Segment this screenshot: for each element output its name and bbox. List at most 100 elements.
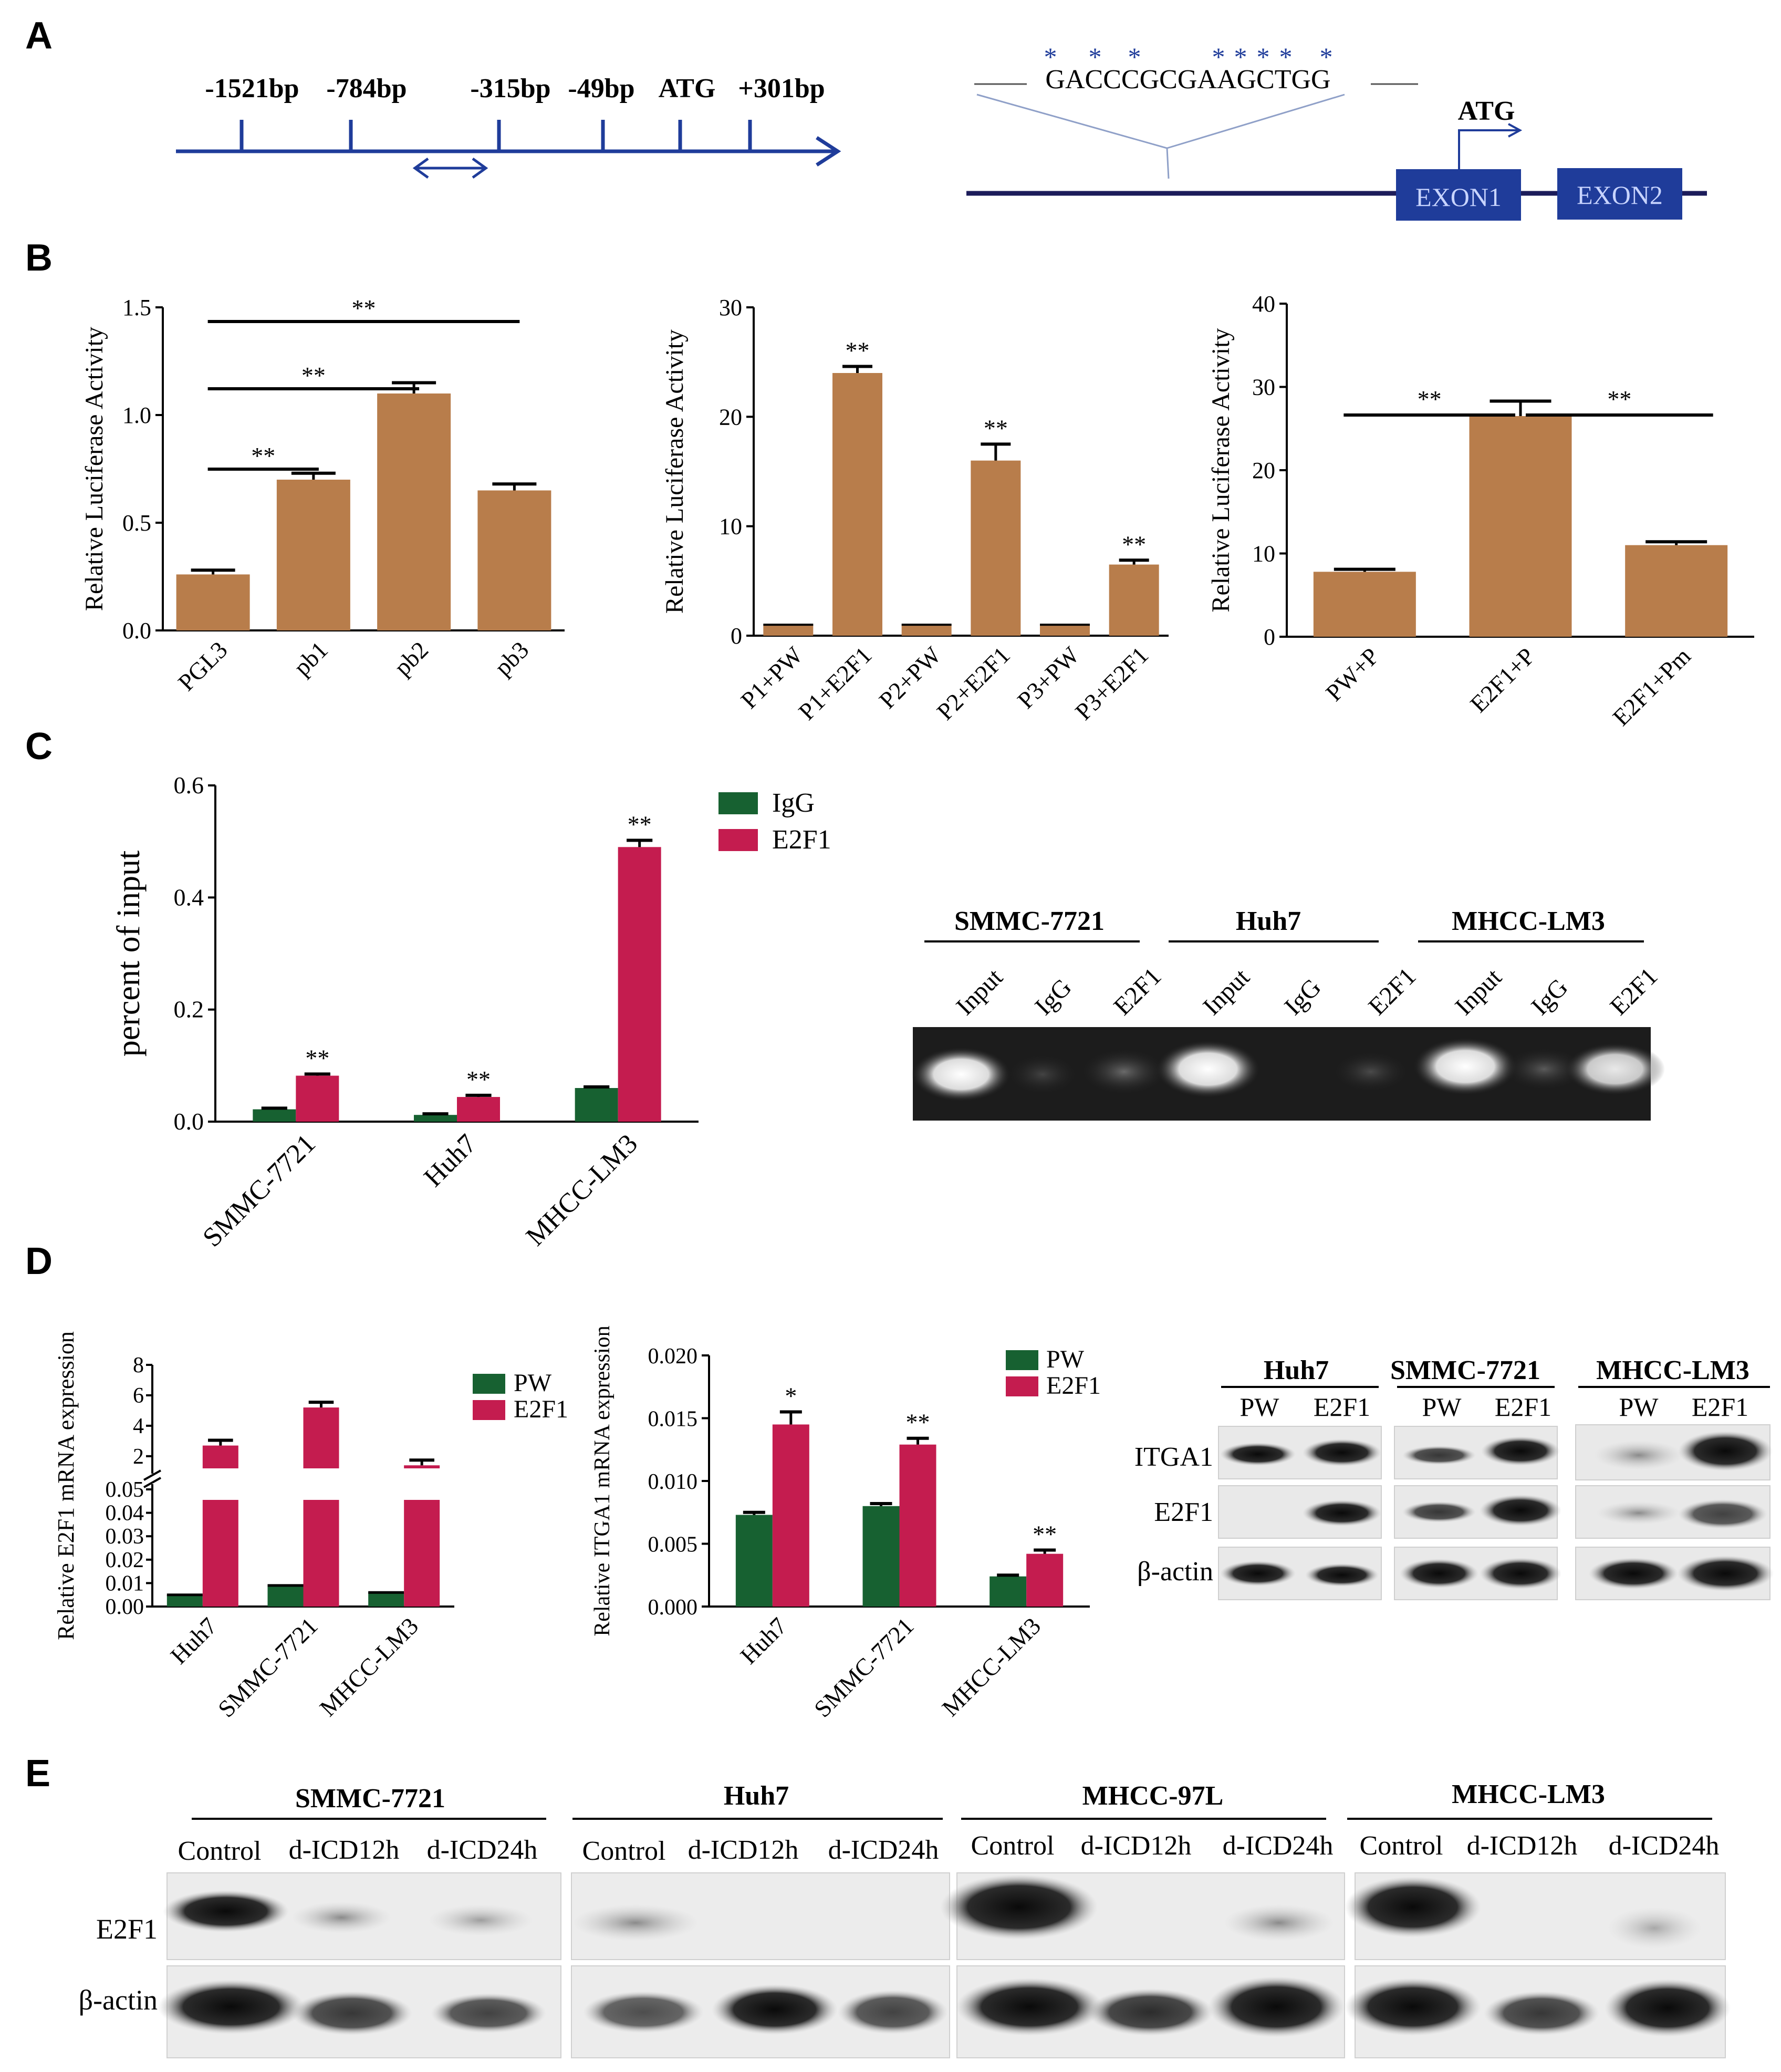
blot-d-group-smmc: SMMC-7721 (1390, 1355, 1540, 1385)
gel-band (1502, 1047, 1586, 1091)
legend-label-e2f1: E2F1 (772, 825, 831, 855)
significance-marker: * (785, 1383, 797, 1410)
y-tick-label: 0.5 (122, 510, 151, 536)
y-tick-label: 10 (719, 514, 742, 540)
blot-e-lane-24h-4: d-ICD24h (1609, 1831, 1720, 1861)
blot-e-row-actin: β-actin (79, 1984, 158, 2016)
bar-e2f1-upper (202, 1445, 238, 1468)
blot-e-lane-24h-1: d-ICD24h (427, 1835, 538, 1865)
x-tick-label: MHCC-LM3 (314, 1612, 423, 1722)
blot-e-lane-control-4: Control (1360, 1831, 1443, 1861)
x-tick-label: Huh7 (165, 1612, 222, 1669)
y-tick-label: 1.5 (122, 295, 151, 320)
legend-label-igg: IgG (772, 788, 815, 818)
y-tick-label: 10 (1252, 541, 1275, 567)
svg-text:*: * (1212, 42, 1225, 71)
y-tick-label: 0.010 (648, 1470, 698, 1494)
position-label-1521: -1521bp (205, 74, 299, 103)
blot-d-lane-e2f1-3: E2F1 (1692, 1392, 1748, 1422)
gel-lane-labels: Input IgG E2F1 Input IgG E2F1 Input IgG … (951, 962, 1663, 1021)
bar (477, 490, 551, 630)
x-tick-label: Huh7 (418, 1128, 482, 1193)
exon2-label: EXON2 (1577, 180, 1663, 210)
promoter-ticks (239, 120, 752, 151)
gel-band (1565, 1043, 1665, 1095)
bar (1026, 1553, 1064, 1607)
blot-e-row-e2f1: E2F1 (96, 1913, 158, 1945)
y-tick-label: 6 (133, 1384, 144, 1408)
chip-gel: SMMC-7721 Huh7 MHCC-LM3 Input IgG E2F1 I… (911, 906, 1665, 1121)
binding-sequence: GACCCGCGAAGCTGG (1045, 65, 1330, 95)
chart-d2-itga1-mrna: 0.000 0.005 0.010 0.015 0.020 Relative ITGA1 … (590, 1325, 1101, 1722)
panel-e-western-blot: SMMC-7721 Huh7 MHCC-97L MHCC-LM3 Control… (79, 1779, 1731, 2058)
y-axis-label: Relative ITGA1 mRNA expression (590, 1325, 615, 1636)
y-tick-label: 30 (1252, 375, 1275, 400)
y-axis-label: Relative Luciferase Activity (661, 329, 689, 614)
blot-d-lane-pw-1: PW (1240, 1392, 1280, 1422)
blot-d-lane-e2f1-2: E2F1 (1495, 1392, 1551, 1422)
legend-label-pw: PW (1046, 1345, 1085, 1373)
legend-label-e2f1: E2F1 (514, 1395, 568, 1423)
gel-band (1155, 1040, 1261, 1098)
blot-e-lane-12h-2: d-ICD12h (688, 1835, 799, 1865)
legend-swatch-pw (1006, 1350, 1038, 1370)
y-tick-label: 0.2 (174, 996, 204, 1023)
blot-e-lane-12h-4: d-ICD12h (1467, 1831, 1578, 1861)
legend-swatch-e2f1 (718, 829, 758, 851)
y-tick-label: 0.03 (106, 1525, 144, 1549)
bar (176, 574, 250, 630)
bar-e2f1-lower (404, 1500, 440, 1607)
svg-text:*: * (1128, 42, 1141, 71)
bar (1469, 416, 1572, 637)
bar (1040, 625, 1090, 636)
blot-e-group-97l: MHCC-97L (1082, 1781, 1224, 1811)
exon2-box (1557, 168, 1682, 220)
gel-band (1079, 1048, 1169, 1095)
y-tick-label: 0.05 (106, 1478, 144, 1502)
y-axis-label: Relative Luciferase Activity (80, 327, 108, 611)
svg-text:*: * (1044, 42, 1057, 71)
blot-e-lane-control-3: Control (971, 1831, 1055, 1861)
position-label-301: +301bp (738, 74, 825, 103)
gel-lane-input-1: Input (951, 963, 1008, 1021)
y-tick-label: 0.00 (106, 1595, 144, 1619)
bar (862, 1506, 900, 1607)
binding-region-arrow (412, 157, 488, 179)
bar-e2f1-upper (303, 1407, 339, 1468)
gel-band (1331, 1051, 1410, 1093)
bar (763, 625, 814, 636)
atg-label: ATG (1458, 96, 1515, 126)
gel-lane-igg-2: IgG (1279, 973, 1326, 1021)
chart-c-chip-qpcr: 0.0 0.2 0.4 0.6 percent of input SMMC-7721 Huh… (111, 772, 831, 1253)
chart-b1-luciferase-deletion: 0.0 0.5 1.0 1.5 Relative Luciferase Activity… (80, 295, 565, 696)
x-tick-label: pb1 (288, 636, 333, 681)
gel-lane-e2f1-2: E2F1 (1363, 962, 1421, 1021)
gel-lane-e2f1-1: E2F1 (1108, 962, 1166, 1021)
gel-group-lm3: MHCC-LM3 (1452, 906, 1605, 936)
blot-e-lane-control-2: Control (582, 1836, 666, 1866)
y-tick-label: 0.02 (106, 1548, 144, 1572)
exon1-label: EXON1 (1415, 182, 1502, 212)
y-tick-label: 20 (1252, 458, 1275, 483)
y-tick-label: 0.0 (174, 1108, 204, 1135)
y-axis-label: percent of input (111, 851, 147, 1057)
significance-marker: ** (846, 337, 870, 364)
panel-label-d: D (25, 1240, 53, 1282)
blot-d-row-e2f1: E2F1 (1154, 1497, 1213, 1527)
bar-e2f1-upper (404, 1465, 440, 1468)
svg-text:*: * (1279, 42, 1293, 71)
y-tick-label: 40 (1252, 291, 1275, 317)
significance-marker: ** (1033, 1520, 1057, 1547)
bar-pw (166, 1594, 203, 1607)
svg-text:*: * (1234, 42, 1247, 71)
x-tick-label: SMMC-7721 (197, 1128, 321, 1252)
bar (1625, 545, 1728, 637)
gel-lane-igg-3: IgG (1526, 973, 1573, 1021)
position-label-315: -315bp (470, 74, 550, 103)
legend-label-pw: PW (514, 1369, 552, 1397)
gene-structure: * * * * * * * * GACCCGCGAAGCTGG EXON1 EXON2 A… (966, 42, 1707, 221)
y-tick-label: 0.000 (648, 1596, 698, 1620)
x-tick-label: P2+E2F1 (932, 641, 1015, 725)
